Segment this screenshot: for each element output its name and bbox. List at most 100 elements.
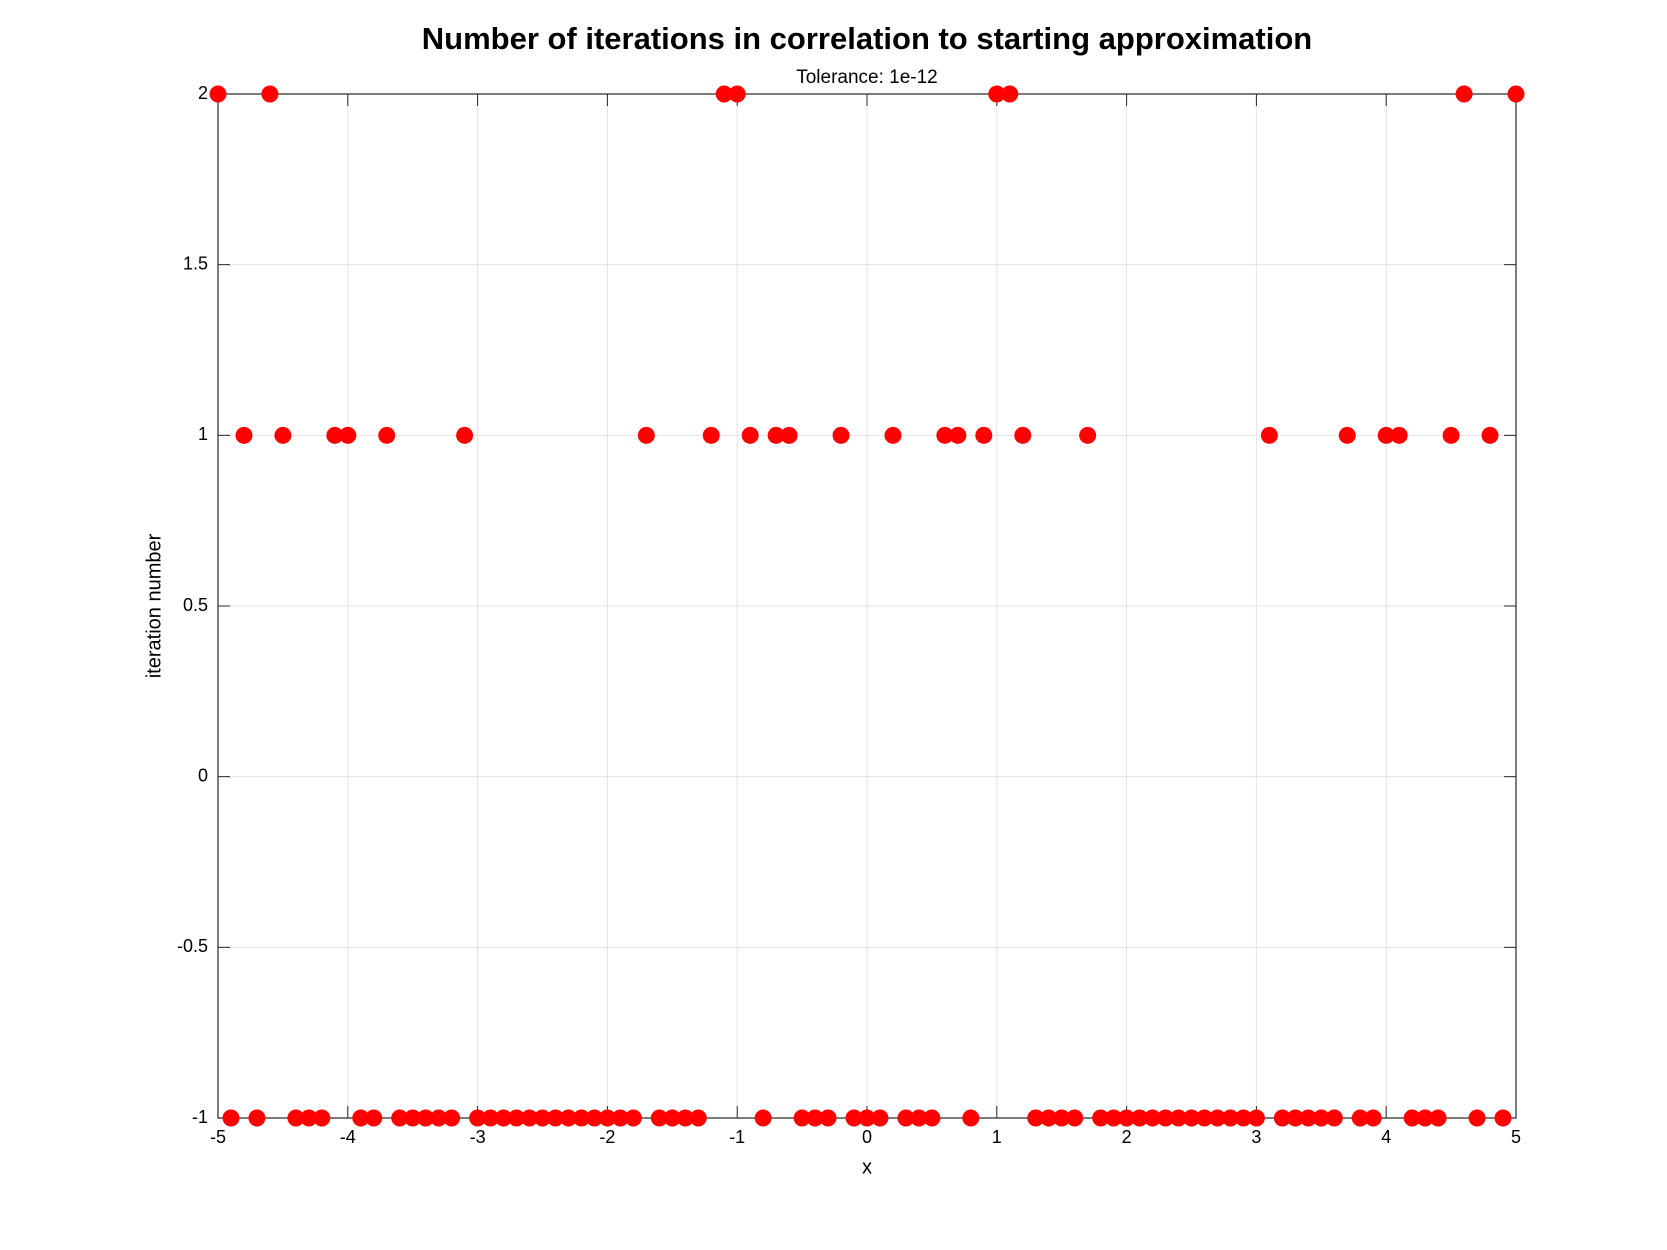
point	[1221, 1109, 1239, 1127]
point	[1351, 1109, 1369, 1127]
point	[495, 1109, 513, 1127]
point	[1157, 1109, 1175, 1127]
point	[1273, 1109, 1291, 1127]
point	[1001, 85, 1019, 103]
y-tick-label: 0	[198, 765, 208, 785]
point	[572, 1109, 590, 1127]
point	[754, 1109, 772, 1127]
point	[663, 1109, 681, 1127]
point	[585, 1109, 603, 1127]
point	[417, 1109, 435, 1127]
point	[1092, 1109, 1110, 1127]
point	[1170, 1109, 1188, 1127]
point	[469, 1109, 487, 1127]
point	[962, 1109, 980, 1127]
point	[767, 426, 785, 444]
point	[456, 426, 474, 444]
point	[1234, 1109, 1252, 1127]
point	[1247, 1109, 1265, 1127]
point	[1442, 426, 1460, 444]
y-tick-label: 1	[198, 424, 208, 444]
point	[1195, 1109, 1213, 1127]
point	[845, 1109, 863, 1127]
x-tick-label: 3	[1251, 1127, 1261, 1147]
point	[676, 1109, 694, 1127]
point	[222, 1109, 240, 1127]
x-tick-label: 1	[992, 1127, 1002, 1147]
point	[702, 426, 720, 444]
point	[819, 1109, 837, 1127]
point	[404, 1109, 422, 1127]
point	[1494, 1109, 1512, 1127]
point	[287, 1109, 305, 1127]
point	[261, 85, 279, 103]
point	[1079, 426, 1097, 444]
point	[871, 1109, 889, 1127]
x-tick-label: -1	[729, 1127, 745, 1147]
point	[1312, 1109, 1330, 1127]
point	[1299, 1109, 1317, 1127]
point	[248, 1109, 266, 1127]
point	[352, 1109, 370, 1127]
point	[1377, 426, 1395, 444]
point	[910, 1109, 928, 1127]
point	[1053, 1109, 1071, 1127]
point	[521, 1109, 539, 1127]
point	[378, 426, 396, 444]
point	[534, 1109, 551, 1127]
point	[832, 426, 850, 444]
point	[650, 1109, 668, 1127]
point	[313, 1109, 331, 1127]
point	[637, 426, 655, 444]
point	[598, 1109, 616, 1127]
point	[1144, 1109, 1162, 1127]
point	[1364, 1109, 1382, 1127]
point	[715, 85, 733, 103]
y-tick-label: 0.5	[183, 595, 208, 615]
point	[1014, 426, 1032, 444]
point	[235, 426, 253, 444]
y-tick-label: -0.5	[177, 936, 208, 956]
x-tick-label: 4	[1381, 1127, 1391, 1147]
point	[897, 1109, 915, 1127]
x-tick-label: -2	[599, 1127, 615, 1147]
point	[482, 1109, 500, 1127]
point	[923, 1109, 941, 1127]
point	[1390, 426, 1408, 444]
point	[689, 1109, 707, 1127]
point	[1507, 85, 1525, 103]
point	[430, 1109, 448, 1127]
x-tick-label: -5	[210, 1127, 226, 1147]
point	[339, 426, 357, 444]
point	[391, 1109, 409, 1127]
y-axis-label: iteration number	[143, 533, 165, 678]
y-tick-label: 1.5	[183, 253, 208, 273]
point	[1325, 1109, 1343, 1127]
point	[1429, 1109, 1447, 1127]
point	[1105, 1109, 1123, 1127]
point	[326, 426, 344, 444]
point	[1481, 426, 1499, 444]
point	[443, 1109, 461, 1127]
point	[1338, 426, 1356, 444]
x-axis-label: x	[862, 1156, 872, 1178]
point	[793, 1109, 811, 1127]
point	[274, 426, 292, 444]
point	[1416, 1109, 1434, 1127]
point	[975, 426, 993, 444]
y-tick-label: 2	[198, 83, 208, 103]
point	[1208, 1109, 1226, 1127]
point	[858, 1109, 876, 1127]
point	[209, 85, 227, 103]
point	[936, 426, 954, 444]
point	[1455, 85, 1473, 103]
point	[1027, 1109, 1045, 1127]
point	[780, 426, 798, 444]
point	[546, 1109, 564, 1127]
point	[508, 1109, 526, 1127]
x-tick-label: -3	[470, 1127, 486, 1147]
point	[624, 1109, 642, 1127]
y-tick-label: -1	[192, 1107, 208, 1127]
point	[806, 1109, 824, 1127]
